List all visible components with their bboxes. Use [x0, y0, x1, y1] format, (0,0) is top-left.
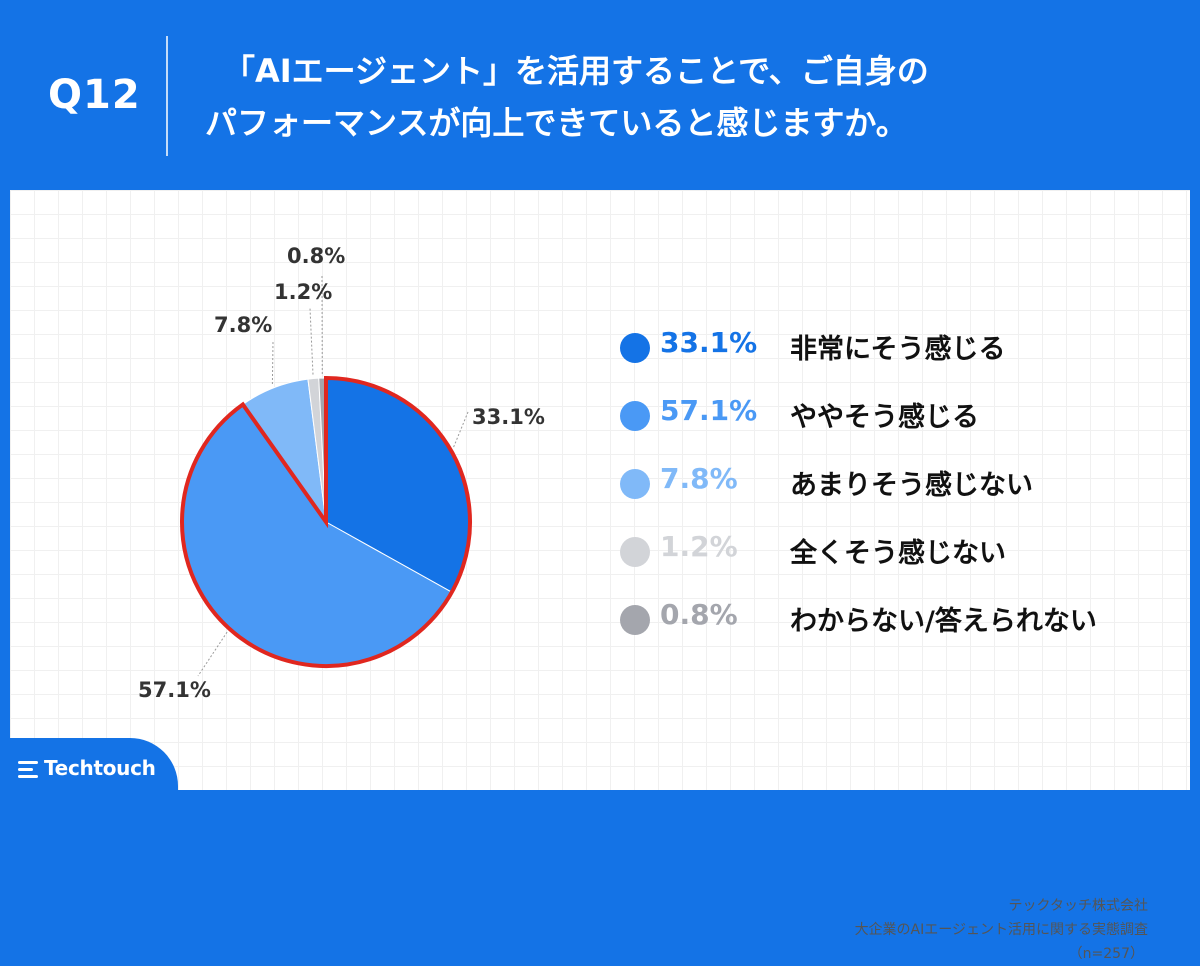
legend-label: わからない/答えられない [790, 599, 1097, 638]
source-note: テックタッチ株式会社 大企業のAIエージェント活用に関する実態調査 （n=257… [855, 894, 1148, 966]
source-survey: 大企業のAIエージェント活用に関する実態調査 [855, 918, 1148, 942]
legend-dot [620, 469, 650, 499]
legend-dot [620, 605, 650, 635]
legend-label: ややそう感じる [790, 395, 979, 434]
legend-item: 7.8% あまりそう感じない [615, 454, 1175, 522]
question-number: Q12 [48, 72, 148, 118]
legend-percent: 33.1% [660, 326, 757, 359]
question-title-line1: 「AIエージェント」を活用することで、ご自身の [205, 45, 1175, 97]
legend-dot [620, 333, 650, 363]
pie-label-strongly-agree: 33.1% [472, 405, 545, 429]
pie-label-dont-know: 0.8% [287, 244, 345, 268]
source-company: テックタッチ株式会社 [855, 894, 1148, 918]
legend-percent: 0.8% [660, 598, 738, 631]
pie-label-not-really: 7.8% [214, 313, 272, 337]
leader-line-somewhat-agree [198, 632, 227, 676]
legend-percent: 7.8% [660, 462, 738, 495]
legend-item: 0.8% わからない/答えられない [615, 590, 1175, 658]
header-divider [166, 36, 168, 156]
legend-item: 57.1% ややそう感じる [615, 386, 1175, 454]
legend-percent: 57.1% [660, 394, 757, 427]
legend-label: あまりそう感じない [790, 463, 1033, 502]
leader-line-strongly-agree [454, 412, 468, 447]
question-title-line2: パフォーマンスが向上できていると感じますか。 [205, 97, 1175, 149]
legend-dot [620, 401, 650, 431]
brand-logo-text: Techtouch [44, 756, 156, 780]
legend-dot [620, 537, 650, 567]
pie-label-somewhat-agree: 57.1% [138, 678, 211, 702]
leader-line-not-at-all [310, 308, 313, 375]
legend-label: 全くそう感じない [790, 531, 1006, 570]
question-title: 「AIエージェント」を活用することで、ご自身の パフォーマンスが向上できていると… [205, 45, 1175, 149]
source-sample-size: （n=257） [855, 942, 1148, 966]
pie-label-not-at-all: 1.2% [274, 280, 332, 304]
legend-item: 1.2% 全くそう感じない [615, 522, 1175, 590]
legend: 33.1% 非常にそう感じる 57.1% ややそう感じる 7.8% あまりそう感… [615, 318, 1175, 658]
leader-line-not-really [272, 342, 273, 384]
header-banner: Q12 「AIエージェント」を活用することで、ご自身の パフォーマンスが向上でき… [0, 0, 1200, 190]
legend-label: 非常にそう感じる [790, 327, 1005, 366]
brand-logo-tab: Techtouch [0, 738, 178, 800]
legend-percent: 1.2% [660, 530, 738, 563]
brand-logo-icon [18, 761, 40, 779]
legend-item: 33.1% 非常にそう感じる [615, 318, 1175, 386]
